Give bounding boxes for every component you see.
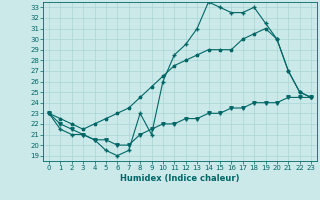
X-axis label: Humidex (Indice chaleur): Humidex (Indice chaleur) — [120, 174, 240, 183]
